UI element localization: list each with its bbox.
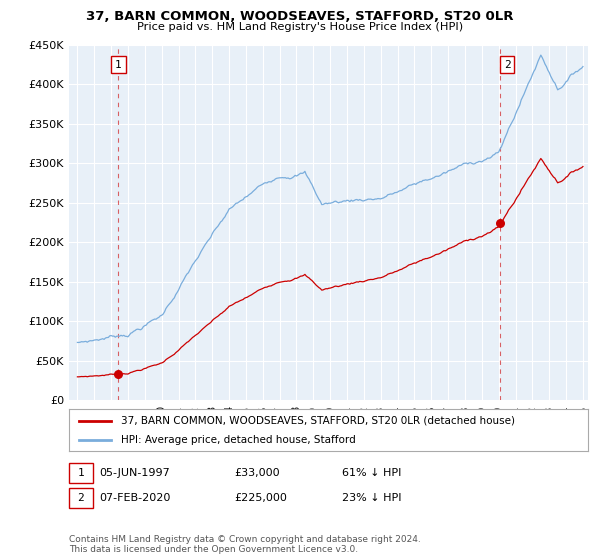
- Point: [113, 370, 123, 379]
- Text: 2: 2: [504, 59, 511, 69]
- Text: 1: 1: [115, 59, 122, 69]
- Text: 1: 1: [77, 468, 85, 478]
- Text: £225,000: £225,000: [234, 493, 287, 503]
- Text: 07-FEB-2020: 07-FEB-2020: [99, 493, 170, 503]
- Text: Price paid vs. HM Land Registry's House Price Index (HPI): Price paid vs. HM Land Registry's House …: [137, 22, 463, 32]
- Text: 37, BARN COMMON, WOODSEAVES, STAFFORD, ST20 0LR: 37, BARN COMMON, WOODSEAVES, STAFFORD, S…: [86, 10, 514, 23]
- Point: [496, 218, 505, 227]
- Text: HPI: Average price, detached house, Stafford: HPI: Average price, detached house, Staf…: [121, 435, 356, 445]
- Text: 37, BARN COMMON, WOODSEAVES, STAFFORD, ST20 0LR (detached house): 37, BARN COMMON, WOODSEAVES, STAFFORD, S…: [121, 416, 515, 426]
- Text: 05-JUN-1997: 05-JUN-1997: [99, 468, 170, 478]
- Text: Contains HM Land Registry data © Crown copyright and database right 2024.
This d: Contains HM Land Registry data © Crown c…: [69, 535, 421, 554]
- Text: 2: 2: [77, 493, 85, 503]
- Text: 23% ↓ HPI: 23% ↓ HPI: [342, 493, 401, 503]
- Text: 61% ↓ HPI: 61% ↓ HPI: [342, 468, 401, 478]
- Text: £33,000: £33,000: [234, 468, 280, 478]
